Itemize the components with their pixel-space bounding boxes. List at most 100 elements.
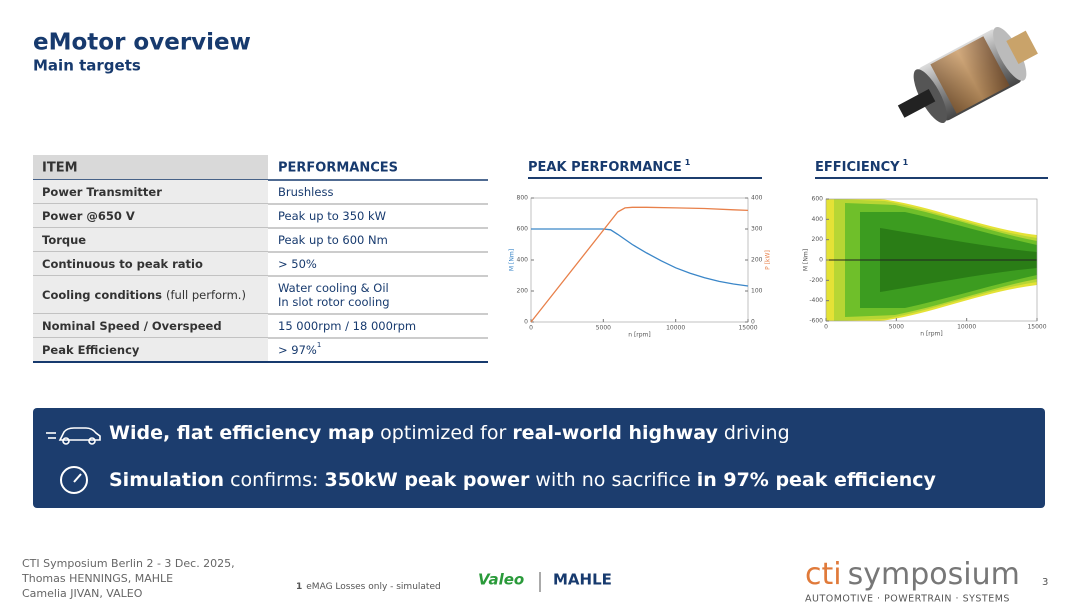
y2-axis-label: P [kW] xyxy=(765,250,772,270)
value-text: In slot rotor cooling xyxy=(278,295,390,309)
banner-segment: driving xyxy=(718,422,790,444)
footnote-mark: 1 xyxy=(296,582,302,592)
header-text: ITEM xyxy=(42,161,78,176)
y2-tick-label: 200 xyxy=(751,257,763,264)
banner xyxy=(33,408,1045,508)
value-text: > 50% xyxy=(278,257,317,271)
value-text: Peak up to 600 Nm xyxy=(278,233,388,247)
logo-valeo: Valeo xyxy=(478,571,524,589)
value-text: > 97%1 xyxy=(278,341,321,357)
banner-segment: in 97% peak efficiency xyxy=(697,469,937,491)
value: In slot rotor cooling xyxy=(278,295,390,309)
x-tick-label: 0 xyxy=(824,324,828,331)
chart-title: EFFICIENCY 1 xyxy=(815,158,909,175)
efficiency-map xyxy=(826,199,1037,321)
item-text: Power Transmitter xyxy=(42,185,162,199)
footer-line: Thomas HENNINGS, MAHLE xyxy=(21,572,173,585)
chart-title-text: EFFICIENCY xyxy=(815,160,900,175)
y2-tick-label: 400 xyxy=(751,195,763,202)
item-label: Nominal Speed / Overspeed xyxy=(42,319,222,333)
value-text: Peak up to 350 kW xyxy=(278,209,386,223)
value: Peak up to 600 Nm xyxy=(278,233,388,247)
item-text: Continuous to peak ratio xyxy=(42,257,203,271)
value: Peak up to 350 kW xyxy=(278,209,386,223)
value-text: Water cooling & Oil xyxy=(278,281,389,295)
logo-mahle: MAHLE xyxy=(553,571,612,589)
value: 15 000rpm / 18 000rpm xyxy=(278,319,416,333)
item-text: Torque xyxy=(42,233,86,247)
x-tick-label: 15000 xyxy=(1027,324,1046,331)
superscript: 1 xyxy=(903,158,909,167)
x-axis-label: n [rpm] xyxy=(628,332,651,339)
banner-segment: Simulation xyxy=(109,469,224,491)
superscript: 1 xyxy=(317,341,321,349)
footer-line: CTI Symposium Berlin 2 - 3 Dec. 2025, xyxy=(22,557,235,570)
y-tick-label: 400 xyxy=(812,216,824,223)
footnote: 1 eMAG Losses only - simulated xyxy=(296,582,441,592)
value-text: Brushless xyxy=(278,185,333,199)
item-text: Peak Efficiency xyxy=(42,343,140,357)
item-text: Power @650 V xyxy=(42,209,135,223)
x-tick-label: 10000 xyxy=(957,324,976,331)
item-label: Power @650 V xyxy=(42,209,135,223)
y-tick-label: 200 xyxy=(812,236,824,243)
plot-frame xyxy=(530,197,749,323)
brand-b: symposium xyxy=(848,557,1020,592)
item-label: Cooling conditions xyxy=(42,288,162,302)
item-cell xyxy=(33,228,268,252)
y-tick-label: -200 xyxy=(809,277,823,284)
value: Brushless xyxy=(278,185,333,199)
y-tick-label: 200 xyxy=(517,288,529,295)
page-number: 3 xyxy=(1042,577,1048,588)
value: > 50% xyxy=(278,257,317,271)
item-label: Torque xyxy=(42,233,86,247)
chart-title: PEAK PERFORMANCE 1 xyxy=(528,158,691,175)
series-line xyxy=(531,228,749,287)
item-text: Nominal Speed / Overspeed xyxy=(42,319,222,333)
title: eMotor overview xyxy=(33,30,251,56)
brand-a: cti xyxy=(805,557,842,592)
y2-tick-label: 100 xyxy=(751,288,763,295)
x-tick-label: 5000 xyxy=(596,325,611,332)
brand: cti symposium xyxy=(805,557,1020,592)
item-label: Power Transmitter xyxy=(42,185,162,199)
item-note: (full perform.) xyxy=(166,288,246,302)
banner-line: Wide, flat efficiency map optimized for … xyxy=(109,422,790,444)
value: > 97% xyxy=(278,343,317,357)
motor-image xyxy=(897,26,1038,124)
item-cell xyxy=(33,204,268,228)
banner-segment: real-world highway xyxy=(512,422,718,444)
y-tick-label: -600 xyxy=(809,318,823,325)
item-cell xyxy=(33,180,268,204)
banner-line: Simulation confirms: 350kW peak power wi… xyxy=(109,469,937,491)
y-tick-label: 400 xyxy=(517,257,529,264)
banner-segment: confirms: xyxy=(224,469,324,491)
footer-line: Camelia JIVAN, VALEO xyxy=(22,587,143,600)
x-tick-label: 15000 xyxy=(738,325,757,332)
y-tick-label: -400 xyxy=(809,297,823,304)
x-tick-label: 10000 xyxy=(666,325,685,332)
superscript: 1 xyxy=(685,158,691,167)
x-tick-label: 5000 xyxy=(889,324,904,331)
header-text: PERFORMANCES xyxy=(278,161,398,176)
y-tick-label: 600 xyxy=(812,196,824,203)
subtitle: Main targets xyxy=(33,57,141,75)
y-axis-label: M [Nm] xyxy=(509,249,516,271)
x-axis-label: n [rpm] xyxy=(920,331,943,338)
y-tick-label: 800 xyxy=(517,195,529,202)
x-tick-label: 0 xyxy=(529,325,533,332)
banner-segment: with no sacrifice xyxy=(529,469,696,491)
y-axis-label: M [Nm] xyxy=(803,249,810,271)
y-tick-label: 0 xyxy=(524,319,528,326)
y2-tick-label: 300 xyxy=(751,226,763,233)
value-text: 15 000rpm / 18 000rpm xyxy=(278,319,416,333)
gauge-icon xyxy=(60,466,88,494)
tagline: AUTOMOTIVE · POWERTRAIN · SYSTEMS xyxy=(805,594,1010,605)
item-label: Continuous to peak ratio xyxy=(42,257,203,271)
y2-tick-label: 0 xyxy=(751,319,755,326)
value: Water cooling & Oil xyxy=(278,281,389,295)
banner-segment: 350kW peak power xyxy=(324,469,530,491)
y-tick-label: 0 xyxy=(819,257,823,264)
item-cell xyxy=(33,276,268,314)
